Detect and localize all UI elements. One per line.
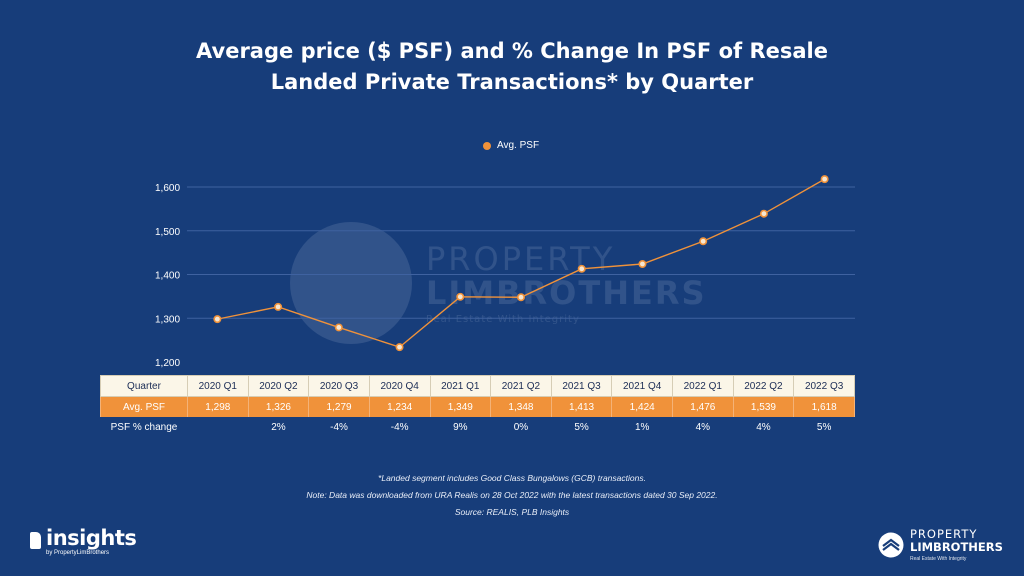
data-point — [820, 175, 829, 184]
data-point — [516, 293, 525, 302]
avg-psf-cell: 1,539 — [732, 396, 795, 417]
y-tick-label: 1,400 — [155, 271, 180, 282]
series-line-avg-psf — [217, 178, 825, 348]
data-table: Quarter 2020 Q1 2020 Q2 2020 Q3 2020 Q4 2021… — [100, 375, 855, 437]
quarter-cell: 2021 Q4 — [611, 375, 673, 397]
psf-change-cell — [188, 417, 249, 437]
watermark-house-icon — [290, 222, 412, 344]
watermark-line-2: LIMBROTHERS — [426, 273, 707, 312]
psf-change-cell: 1% — [634, 421, 650, 433]
insights-door-icon — [30, 532, 41, 549]
avg-psf-cell: 1,349 — [429, 396, 492, 417]
quarter-cell: 2020 Q4 — [368, 375, 431, 397]
y-tick-label: 1,300 — [155, 314, 180, 325]
chart-title: Average price ($ PSF) and % Change In PS… — [0, 36, 1024, 98]
avg-psf-row-label: Avg. PSF — [100, 396, 188, 417]
y-tick-label: 1,500 — [155, 227, 180, 238]
avg-psf-cell: 1,234 — [368, 396, 431, 417]
insights-logo: insights by PropertyLimBrothers — [30, 526, 137, 556]
psf-change-row: PSF % change 2% -4% -4% 9% 0% 5% 1% 4% 4% 5% — [101, 417, 855, 437]
quarter-cell: 2020 Q2 — [247, 375, 310, 397]
footnote-source: Source: REALIS, PLB Insights — [454, 507, 570, 517]
quarter-cell: 2022 Q2 — [732, 375, 795, 397]
avg-psf-cell: 1,279 — [308, 396, 370, 417]
avg-psf-cell: 1,618 — [793, 396, 855, 417]
data-point — [577, 264, 586, 273]
quarter-cell: 2020 Q3 — [308, 375, 370, 397]
quarter-cell: 2020 Q1 — [187, 375, 249, 397]
psf-change-cell: 5% — [574, 421, 589, 433]
psf-change-cell: -4% — [390, 421, 409, 433]
insights-wordmark: insights — [46, 526, 137, 550]
data-point — [456, 292, 465, 301]
psf-change-row-label: PSF % change — [110, 421, 178, 433]
data-point — [274, 302, 283, 311]
avg-psf-cell: 1,326 — [247, 396, 310, 417]
avg-psf-cell: 1,476 — [672, 396, 734, 417]
plb-logo: PROPERTY LIMBROTHERS Real Estate With In… — [878, 528, 1003, 562]
chart-title-line-1: Average price ($ PSF) and % Change In PS… — [196, 39, 828, 63]
psf-change-cell: 5% — [816, 421, 832, 433]
quarter-cell: 2021 Q2 — [490, 375, 552, 397]
psf-change-cell: 2% — [271, 421, 286, 433]
watermark-tagline: Real Estate With Integrity — [426, 313, 580, 325]
psf-change-cell: 0% — [513, 421, 529, 433]
avg-psf-row: Avg. PSF 1,298 1,326 1,279 1,234 1,349 1,348 1… — [100, 396, 855, 417]
avg-psf-cell: 1,424 — [611, 396, 673, 417]
footnotes: *Landed segment includes Good Class Bung… — [0, 470, 1024, 521]
watermark-logo: PROPERTY LIMBROTHERS Real Estate With In… — [290, 222, 707, 344]
quarter-row: Quarter 2020 Q1 2020 Q2 2020 Q3 2020 Q4 2021… — [100, 375, 855, 397]
psf-change-cell: 4% — [756, 421, 771, 433]
avg-psf-cell: 1,413 — [550, 396, 613, 417]
y-tick-label: 1,200 — [155, 358, 180, 369]
quarter-cell: 2022 Q1 — [672, 375, 734, 397]
quarter-cell: 2021 Q3 — [550, 375, 613, 397]
chart-title-line-2: Landed Private Transactions* by Quarter — [270, 70, 754, 94]
data-point — [759, 209, 768, 218]
legend-marker-icon — [483, 141, 491, 150]
plb-tagline: Real Estate With Integrity — [910, 556, 967, 562]
data-point — [213, 315, 222, 324]
psf-change-cell: 4% — [695, 421, 711, 433]
quarter-cell: 2021 Q1 — [429, 375, 492, 397]
y-tick-label: 1,600 — [155, 183, 180, 194]
avg-psf-cell: 1,298 — [187, 396, 249, 417]
data-point — [699, 237, 708, 246]
data-point — [334, 323, 343, 332]
footnote-data-note: Note: Data was downloaded from URA Reali… — [306, 490, 718, 500]
plb-line-2: LIMBROTHERS — [910, 540, 1003, 554]
insights-byline: by PropertyLimBrothers — [46, 550, 110, 556]
avg-psf-cell: 1,348 — [490, 396, 552, 417]
footnote-landed-segment: *Landed segment includes Good Class Bung… — [378, 473, 646, 483]
data-point — [638, 259, 647, 268]
quarter-row-label: Quarter — [100, 375, 188, 397]
plb-line-1: PROPERTY — [910, 527, 978, 541]
plb-house-icon — [878, 532, 904, 558]
data-point — [395, 343, 404, 352]
psf-change-cell: 9% — [453, 421, 468, 433]
chart-legend: Avg. PSF — [483, 140, 539, 151]
psf-change-cell: -4% — [330, 421, 348, 433]
quarter-cell: 2022 Q3 — [793, 375, 855, 397]
legend-label: Avg. PSF — [497, 140, 540, 151]
